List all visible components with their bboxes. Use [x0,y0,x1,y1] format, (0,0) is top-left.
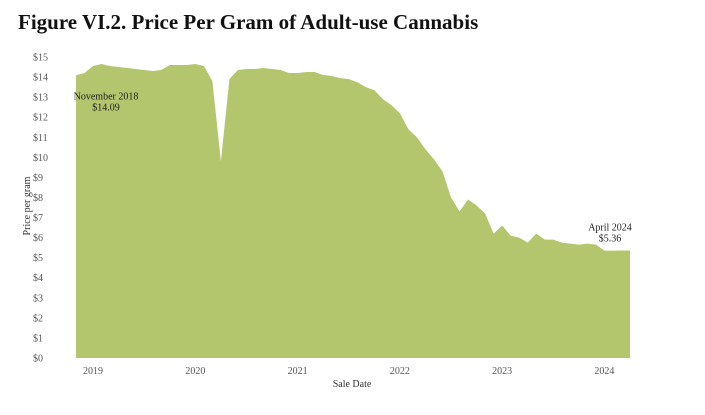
x-tick-label: 2022 [390,366,410,377]
y-tick-label: $7 [33,213,43,224]
y-axis-label: Price per gram [22,176,33,235]
x-tick-label: 2024 [594,366,614,377]
y-tick-label: $15 [33,53,48,64]
y-tick-label: $1 [33,333,43,344]
y-tick-label: $11 [33,133,48,144]
annotation-label: November 2018 $14.09 [74,91,139,113]
x-axis-label: Sale Date [333,379,372,390]
y-tick-label: $10 [33,153,48,164]
x-tick-label: 2023 [492,366,512,377]
y-axis-ticks: $0 $1 $2 $3 $4 $5 $6 $7 $8 $9 $10 $11 $12 $13 $14 $15 [33,53,48,365]
x-tick-label: 2019 [83,366,103,377]
chart-title: Figure VI.2. Price Per Gram of Adult-use… [18,10,479,34]
y-tick-label: $8 [33,193,43,204]
y-tick-label: $13 [33,93,48,104]
x-tick-label: 2021 [288,366,308,377]
annotations: November 2018 $14.09 April 2024 $5.36 [74,91,632,244]
y-tick-label: $0 [33,354,43,365]
y-tick-label: $4 [33,273,43,284]
y-tick-label: $6 [33,233,43,244]
x-tick-label: 2020 [185,366,205,377]
y-tick-label: $5 [33,253,43,264]
y-tick-label: $14 [33,73,48,84]
annotation-label: April 2024 $5.36 [588,222,632,244]
y-tick-label: $9 [33,173,43,184]
area-layer [76,64,630,359]
x-axis-ticks: 2019 2020 2021 2022 2023 2024 [83,366,614,377]
price-area [76,64,630,359]
y-tick-label: $12 [33,113,48,124]
y-tick-label: $3 [33,293,43,304]
y-tick-label: $2 [33,313,43,324]
